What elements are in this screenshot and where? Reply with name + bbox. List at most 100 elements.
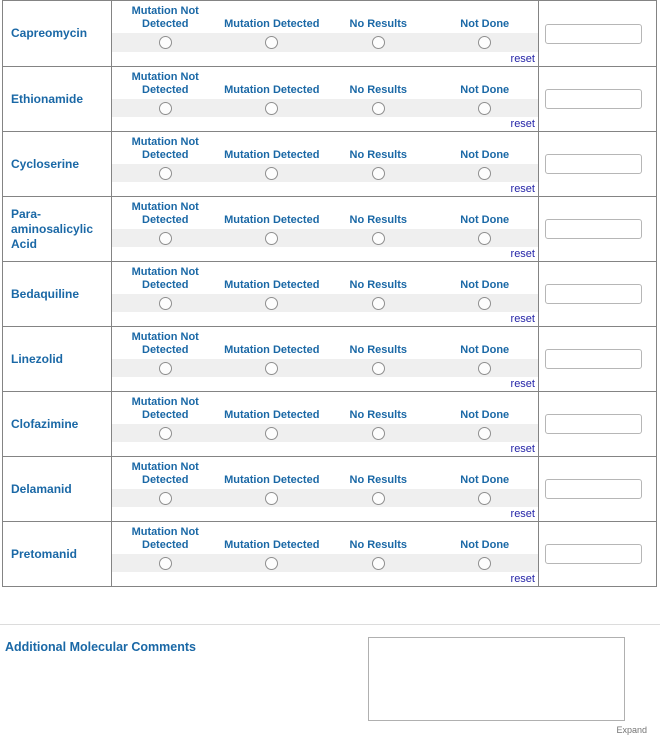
option-header-not-done: Not Done [432, 266, 539, 291]
value-input-cell [539, 1, 656, 66]
radio-no-results[interactable] [371, 556, 385, 570]
reset-link[interactable]: reset [510, 443, 535, 456]
value-input-cell [539, 67, 656, 131]
radio-no-results[interactable] [371, 426, 385, 440]
radio-mutation-not-detected[interactable] [158, 36, 172, 49]
option-header-label: Not Done [460, 473, 510, 486]
radio-no-results[interactable] [371, 491, 385, 505]
drug-row: Clofazimine Mutation Not Detected Mutati… [3, 391, 656, 456]
option-headers: Mutation Not Detected Mutation Detected … [112, 526, 538, 551]
option-header-not-done: Not Done [432, 201, 539, 226]
option-header-label: Mutation Detected [224, 278, 320, 291]
option-headers: Mutation Not Detected Mutation Detected … [112, 266, 538, 291]
result-options-cell: Mutation Not Detected Mutation Detected … [112, 262, 539, 326]
radio-mutation-detected[interactable] [265, 231, 279, 245]
radio-mutation-not-detected[interactable] [158, 556, 172, 570]
radio-mutation-detected[interactable] [265, 426, 279, 440]
option-header-label: No Results [349, 148, 407, 161]
radio-mutation-not-detected[interactable] [158, 361, 172, 375]
option-headers: Mutation Not Detected Mutation Detected … [112, 201, 538, 226]
option-header-label: Mutation Not Detected [131, 396, 199, 421]
radio-not-done[interactable] [478, 36, 492, 49]
radio-mutation-not-detected[interactable] [158, 491, 172, 505]
radio-no-results[interactable] [371, 361, 385, 375]
result-value-input[interactable] [545, 544, 642, 564]
radio-not-done[interactable] [478, 296, 492, 310]
result-value-input[interactable] [545, 479, 642, 499]
radio-mutation-not-detected[interactable] [158, 231, 172, 245]
radio-mutation-detected[interactable] [265, 166, 279, 180]
drug-name-label: Linezolid [3, 327, 112, 391]
option-header-label: Not Done [460, 148, 510, 161]
radio-no-results[interactable] [371, 166, 385, 180]
radio-strip [112, 99, 538, 118]
option-header-label: Mutation Detected [224, 17, 320, 30]
reset-link[interactable]: reset [510, 53, 535, 65]
radio-mutation-detected[interactable] [265, 361, 279, 375]
radio-mutation-detected[interactable] [265, 296, 279, 310]
result-value-input[interactable] [545, 23, 642, 44]
reset-link[interactable]: reset [510, 573, 535, 586]
option-header-label: Mutation Detected [224, 213, 320, 226]
option-header-label: Mutation Not Detected [131, 526, 199, 551]
option-header-label: Mutation Not Detected [131, 331, 199, 356]
option-header-label: Mutation Not Detected [131, 71, 199, 96]
option-header-mutation-detected: Mutation Detected [219, 201, 326, 226]
drug-row: Ethionamide Mutation Not Detected Mutati… [3, 66, 656, 131]
additional-molecular-comments-label: Additional Molecular Comments [5, 640, 196, 654]
result-value-input[interactable] [545, 219, 642, 239]
radio-mutation-detected[interactable] [265, 36, 279, 49]
radio-mutation-detected[interactable] [265, 491, 279, 505]
radio-strip [112, 33, 538, 52]
radio-not-done[interactable] [478, 491, 492, 505]
radio-not-done[interactable] [478, 166, 492, 180]
option-header-label: Mutation Detected [224, 148, 320, 161]
radio-mutation-not-detected[interactable] [158, 166, 172, 180]
option-header-mutation-not-detected: Mutation Not Detected [112, 526, 219, 551]
option-header-label: Mutation Detected [224, 473, 320, 486]
radio-not-done[interactable] [478, 231, 492, 245]
reset-link[interactable]: reset [510, 378, 535, 391]
result-value-input[interactable] [545, 154, 642, 174]
option-headers: Mutation Not Detected Mutation Detected … [112, 461, 538, 486]
reset-link[interactable]: reset [510, 183, 535, 196]
expand-link[interactable]: Expand [616, 725, 647, 735]
drug-name-label: Ethionamide [3, 67, 112, 131]
radio-no-results[interactable] [371, 36, 385, 49]
radio-not-done[interactable] [478, 361, 492, 375]
option-header-mutation-detected: Mutation Detected [219, 331, 326, 356]
option-headers: Mutation Not Detected Mutation Detected … [112, 136, 538, 161]
reset-link[interactable]: reset [510, 248, 535, 261]
radio-mutation-not-detected[interactable] [158, 101, 172, 115]
radio-strip [112, 164, 538, 183]
radio-mutation-detected[interactable] [265, 556, 279, 570]
option-header-mutation-detected: Mutation Detected [219, 396, 326, 421]
option-header-label: No Results [349, 538, 407, 551]
reset-link[interactable]: reset [510, 118, 535, 131]
result-value-input[interactable] [545, 89, 642, 109]
result-value-input[interactable] [545, 414, 642, 434]
radio-not-done[interactable] [478, 101, 492, 115]
value-input-cell [539, 132, 656, 196]
result-value-input[interactable] [545, 284, 642, 304]
reset-link[interactable]: reset [510, 508, 535, 521]
radio-mutation-detected[interactable] [265, 101, 279, 115]
option-header-label: No Results [349, 408, 407, 421]
radio-mutation-not-detected[interactable] [158, 426, 172, 440]
option-header-no-results: No Results [325, 396, 432, 421]
radio-not-done[interactable] [478, 426, 492, 440]
radio-not-done[interactable] [478, 556, 492, 570]
option-headers: Mutation Not Detected Mutation Detected … [112, 71, 538, 96]
option-header-label: No Results [349, 17, 407, 30]
radio-no-results[interactable] [371, 296, 385, 310]
radio-no-results[interactable] [371, 101, 385, 115]
value-input-cell [539, 457, 656, 521]
option-header-mutation-not-detected: Mutation Not Detected [112, 201, 219, 226]
radio-mutation-not-detected[interactable] [158, 296, 172, 310]
option-header-mutation-detected: Mutation Detected [219, 71, 326, 96]
drug-name-label: Cycloserine [3, 132, 112, 196]
additional-molecular-comments-textarea[interactable] [368, 637, 625, 721]
radio-no-results[interactable] [371, 231, 385, 245]
reset-link[interactable]: reset [510, 313, 535, 326]
result-value-input[interactable] [545, 349, 642, 369]
